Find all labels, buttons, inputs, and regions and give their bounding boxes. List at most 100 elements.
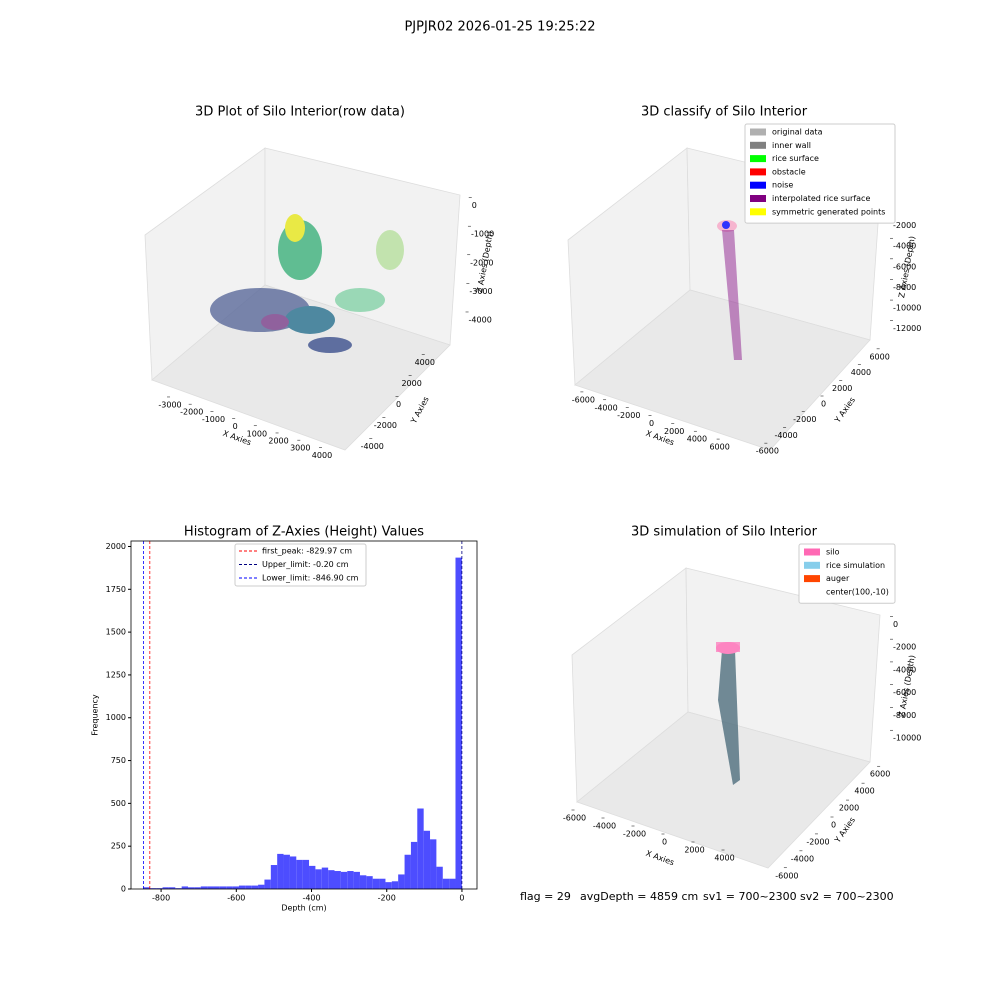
bar: [238, 885, 246, 889]
x-tick-label: -6000: [563, 814, 586, 823]
bar: [251, 885, 259, 889]
legend-label: auger: [826, 574, 850, 583]
x-axis-label: Depth (cm): [281, 904, 326, 913]
footer-text: sv1 = 700~2300: [703, 890, 797, 903]
y-tick-label: 4000: [415, 358, 435, 367]
figure-title: PJPJR02 2026-01-25 19:25:22: [404, 20, 595, 35]
x-tick-label: -800: [152, 894, 170, 903]
plots: 3D Plot of Silo Interior(row data)-3000-…: [91, 105, 922, 913]
legend-label: Upper_limit: -0.20 cm: [262, 560, 349, 569]
footer-text: flag = 29: [520, 890, 571, 903]
legend-swatch: [750, 168, 766, 176]
bar: [334, 871, 341, 889]
bar: [391, 881, 399, 889]
bar: [194, 887, 201, 889]
legend-label: silo: [826, 548, 840, 557]
legend-swatch: [804, 561, 820, 569]
x-tick-label: -4000: [593, 822, 616, 831]
x-tick-label: -1000: [202, 415, 225, 424]
legend-swatch: [750, 141, 766, 149]
y-tick-label: 0: [821, 400, 826, 409]
x-tick-label: -2000: [180, 408, 203, 417]
legend-label: rice surface: [772, 154, 819, 163]
bar: [398, 874, 405, 889]
x-tick-label: 0: [649, 419, 654, 428]
legend-box: [798, 543, 896, 604]
legend-box: [234, 543, 367, 587]
z-tick-label: -3000: [469, 287, 492, 296]
bar: [359, 875, 367, 889]
x-tick-label: 2000: [664, 427, 684, 436]
x-tick-label: -4000: [594, 403, 617, 412]
y-axis-label: Y Axies: [832, 396, 857, 426]
point-cloud: [210, 214, 742, 785]
x-tick-label: 6000: [709, 443, 729, 452]
bar: [404, 854, 411, 889]
legend-label: first_peak: -829.97 cm: [262, 547, 352, 556]
legend-swatch: [804, 548, 820, 556]
y-tick-label: 2000: [106, 542, 126, 551]
bar: [328, 870, 335, 889]
y-tick-label: -2000: [806, 837, 829, 846]
z-axis-label: Z Axies (Depth): [897, 654, 917, 717]
y-tick-label: 250: [111, 842, 126, 851]
legend-swatch: [750, 181, 766, 189]
panel-title: 3D classify of Silo Interior: [641, 105, 808, 120]
x-tick-label: -2000: [623, 830, 646, 839]
bar: [379, 878, 386, 889]
bar: [143, 887, 150, 889]
x-tick-label: 0: [459, 894, 464, 903]
legend-label: rice simulation: [826, 561, 885, 570]
y-tick-label: 2000: [832, 384, 852, 393]
y-tick-label: 6000: [870, 770, 890, 779]
bar: [270, 865, 278, 889]
bar: [232, 886, 239, 889]
bar: [449, 878, 456, 889]
y-tick-label: 0: [121, 885, 126, 894]
z-tick-label: -4000: [893, 665, 916, 674]
bar: [188, 887, 195, 889]
y-tick-label: 500: [111, 799, 126, 808]
x-tick-label: -3000: [158, 400, 181, 409]
bar: [219, 886, 227, 889]
footer-text: sv2 = 700~2300: [800, 890, 894, 903]
y-tick-label: -2000: [793, 415, 816, 424]
bar: [321, 867, 329, 889]
bar: [200, 886, 208, 889]
y-tick-label: 0: [396, 400, 401, 409]
panel-box: [144, 147, 881, 869]
x-tick-label: 1000: [247, 429, 267, 438]
y-tick-label: 2000: [401, 379, 421, 388]
panel-title: 3D Plot of Silo Interior(row data): [195, 105, 405, 120]
bar: [149, 888, 157, 889]
z-tick-label: -10000: [893, 734, 921, 743]
x-tick-label: -2000: [617, 411, 640, 420]
bar: [417, 808, 424, 889]
x-tick-label: -6000: [572, 395, 595, 404]
bar: [168, 887, 176, 889]
y-tick-label: 2000: [839, 804, 859, 813]
y-tick-label: -6000: [775, 871, 798, 880]
bar: [175, 888, 182, 889]
legend-label: interpolated rice surface: [772, 194, 870, 203]
x-axis-label: X Axies: [645, 849, 676, 868]
y-tick-label: 1250: [106, 670, 126, 679]
y-tick-label: -2000: [374, 421, 397, 430]
z-tick-label: -2000: [893, 221, 916, 230]
legend-swatch: [750, 208, 766, 216]
legend-swatch: [750, 195, 766, 202]
panel-title: 3D simulation of Silo Interior: [631, 525, 818, 540]
bar: [156, 888, 163, 889]
legend-label: noise: [772, 181, 793, 190]
x-tick-label: 2000: [268, 436, 288, 445]
bar: [353, 871, 360, 889]
bar: [455, 557, 462, 889]
z-tick-label: -12000: [893, 324, 921, 333]
bar: [340, 871, 348, 889]
y-tick-label: 0: [831, 821, 836, 830]
bar: [258, 884, 265, 889]
z-tick-label: -2000: [893, 643, 916, 652]
legend-label: original data: [772, 128, 823, 137]
legend-label: center(100,-10): [826, 587, 889, 596]
